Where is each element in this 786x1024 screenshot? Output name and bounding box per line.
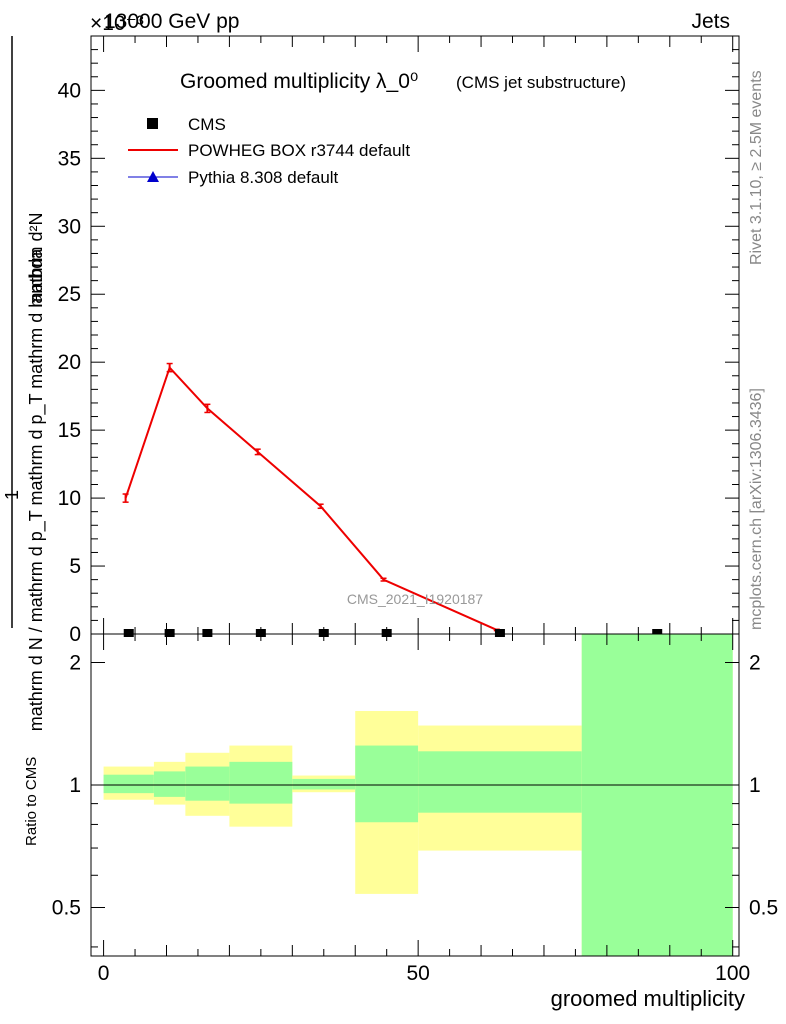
ratio-bands xyxy=(103,634,733,956)
mcplots-label: mcplots.cern.ch [arXiv:1306.3436] xyxy=(748,388,765,630)
ratio-band-green xyxy=(103,774,154,794)
ratio-y-tick-label: 1 xyxy=(69,774,81,797)
y-label-denominator: mathrm d N / mathrm d p_T mathrm d p_T m… xyxy=(26,248,47,731)
header-left: 13000 GeV pp xyxy=(104,10,239,33)
x-axis-label: groomed multiplicity xyxy=(551,986,745,1011)
ratio-frame xyxy=(90,633,740,957)
ratio-band-green xyxy=(229,761,293,804)
ratio-panel: 0.5 0.5 1 1 2 2 0 50 100 xyxy=(52,633,778,985)
cms-point xyxy=(123,629,134,637)
legend: CMS POWHEG BOX r3744 default Pythia 8.308 … xyxy=(128,115,410,187)
ratio-y-ticks: 0.5 0.5 1 1 2 2 xyxy=(52,652,778,948)
cms-point xyxy=(164,629,175,637)
y-exponent: ×10⁻³ xyxy=(90,12,144,35)
ratio-y-tick-label-right: 2 xyxy=(749,652,761,675)
cms-point xyxy=(318,629,329,637)
analysis-watermark: CMS_2021_I1920187 xyxy=(347,591,483,607)
chart-title: Groomed multiplicity λ_0⁰ xyxy=(180,70,418,93)
main-y-tick-label: 30 xyxy=(58,215,81,238)
main-y-tick-label: 40 xyxy=(58,79,81,102)
ratio-band-green xyxy=(581,634,733,956)
legend-label: CMS xyxy=(188,115,226,134)
ratio-x-ticks: 0 50 100 xyxy=(98,634,750,985)
main-series xyxy=(122,362,663,637)
y-axis-label: mathrm d²N mathrm d N / mathrm d p_T mat… xyxy=(2,36,47,731)
rivet-label: Rivet 3.1.10, ≥ 2.5M events xyxy=(748,70,765,265)
cms-point xyxy=(255,629,266,637)
x-tick-label: 100 xyxy=(715,962,750,985)
legend-label: Pythia 8.308 default xyxy=(188,168,339,187)
ratio-band-green xyxy=(185,766,230,801)
cms-point xyxy=(381,629,392,637)
main-y-tick-label: 15 xyxy=(58,419,81,442)
cms-point xyxy=(494,629,505,637)
x-tick-label: 0 xyxy=(98,962,110,985)
main-y-ticks: 0 5 10 15 20 25 30 35 40 xyxy=(58,35,739,646)
main-y-tick-label: 5 xyxy=(69,555,81,578)
main-panel: 0 5 10 15 20 25 30 35 40 xyxy=(58,35,740,646)
ratio-y-tick-label: 2 xyxy=(69,652,81,675)
ratio-y-tick-label-right: 1 xyxy=(749,774,761,797)
cms-point xyxy=(652,629,663,637)
main-y-tick-label: 0 xyxy=(69,623,81,646)
main-y-tick-label: 20 xyxy=(58,351,81,374)
legend-swatch-cms xyxy=(147,118,158,129)
ratio-y-label: Ratio to CMS xyxy=(23,757,40,846)
y-label-prefix: 1 xyxy=(2,490,22,500)
legend-label: POWHEG BOX r3744 default xyxy=(188,141,410,160)
ratio-band-green xyxy=(292,778,356,790)
legend-swatch-pythia xyxy=(147,171,159,182)
main-y-tick-label: 10 xyxy=(58,487,81,510)
y-label-numerator: mathrm d²N xyxy=(26,212,46,307)
ratio-band-green xyxy=(153,771,186,797)
main-y-tick-label: 35 xyxy=(58,147,81,170)
x-tick-label: 50 xyxy=(406,962,429,985)
header-right: Jets xyxy=(691,10,730,33)
main-y-tick-label: 25 xyxy=(58,283,81,306)
cms-point xyxy=(202,629,213,637)
chart-subtitle: (CMS jet substructure) xyxy=(456,73,626,92)
main-x-ticks xyxy=(103,36,734,634)
ratio-y-tick-label-right: 0.5 xyxy=(749,896,778,919)
ratio-band-green xyxy=(418,751,582,813)
ratio-y-tick-label: 0.5 xyxy=(52,896,81,919)
ratio-band-green xyxy=(355,745,419,823)
